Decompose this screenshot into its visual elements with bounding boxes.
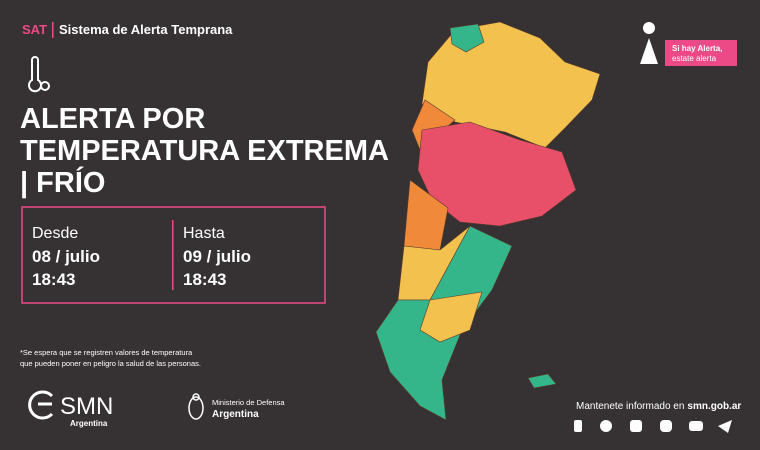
note-line: *Se espera que se registren valores de t…: [20, 348, 193, 357]
from-time: 18:43: [32, 270, 75, 289]
argentina-map: [375, 21, 601, 421]
alert-badge: [640, 22, 737, 66]
smn-country: Argentina: [70, 419, 108, 428]
header-system: Sistema de Alerta Temprana: [59, 22, 233, 37]
title-line: | FRÍO: [20, 165, 105, 199]
facebook-icon[interactable]: [574, 420, 582, 432]
badge-line: estate alerta: [672, 54, 717, 63]
badge-line: Si hay Alerta,: [672, 44, 722, 53]
youtube-icon[interactable]: [689, 421, 703, 431]
thermometer-icon: [28, 56, 50, 93]
instagram-icon[interactable]: [630, 420, 642, 432]
map-region: [417, 121, 577, 227]
note-line: que pueden poner en peligro la salud de …: [20, 359, 201, 368]
header-divider: [52, 22, 54, 38]
ministry-name: Ministerio de Defensa: [212, 398, 285, 407]
twitter-icon[interactable]: [600, 420, 612, 432]
header-code: SAT: [22, 22, 47, 37]
contact-text: Mantenete informado en: [576, 401, 684, 412]
smn-name: SMN: [60, 393, 113, 420]
tv-icon[interactable]: [660, 420, 672, 432]
period-box: [21, 206, 326, 304]
to-label: Hasta: [183, 225, 225, 242]
to-time: 18:43: [183, 270, 226, 289]
contact-site: smn.gob.ar: [687, 401, 741, 412]
map-region: [419, 291, 483, 343]
ministry-country: Argentina: [212, 409, 259, 420]
to-date: 09 / julio: [183, 247, 251, 266]
ministry-emblem: [188, 393, 204, 420]
smn-logo: [28, 390, 54, 420]
title-line: ALERTA POR: [20, 103, 205, 135]
period-divider: [172, 220, 174, 290]
telegram-icon[interactable]: [718, 420, 732, 433]
from-date: 08 / julio: [32, 247, 100, 266]
map-region: [421, 21, 601, 149]
map-region: [449, 23, 485, 53]
social-icons: [574, 420, 732, 433]
from-label: Desde: [32, 225, 78, 242]
title-line: TEMPERATURA EXTREMA: [20, 135, 389, 167]
map-island: [527, 373, 557, 389]
